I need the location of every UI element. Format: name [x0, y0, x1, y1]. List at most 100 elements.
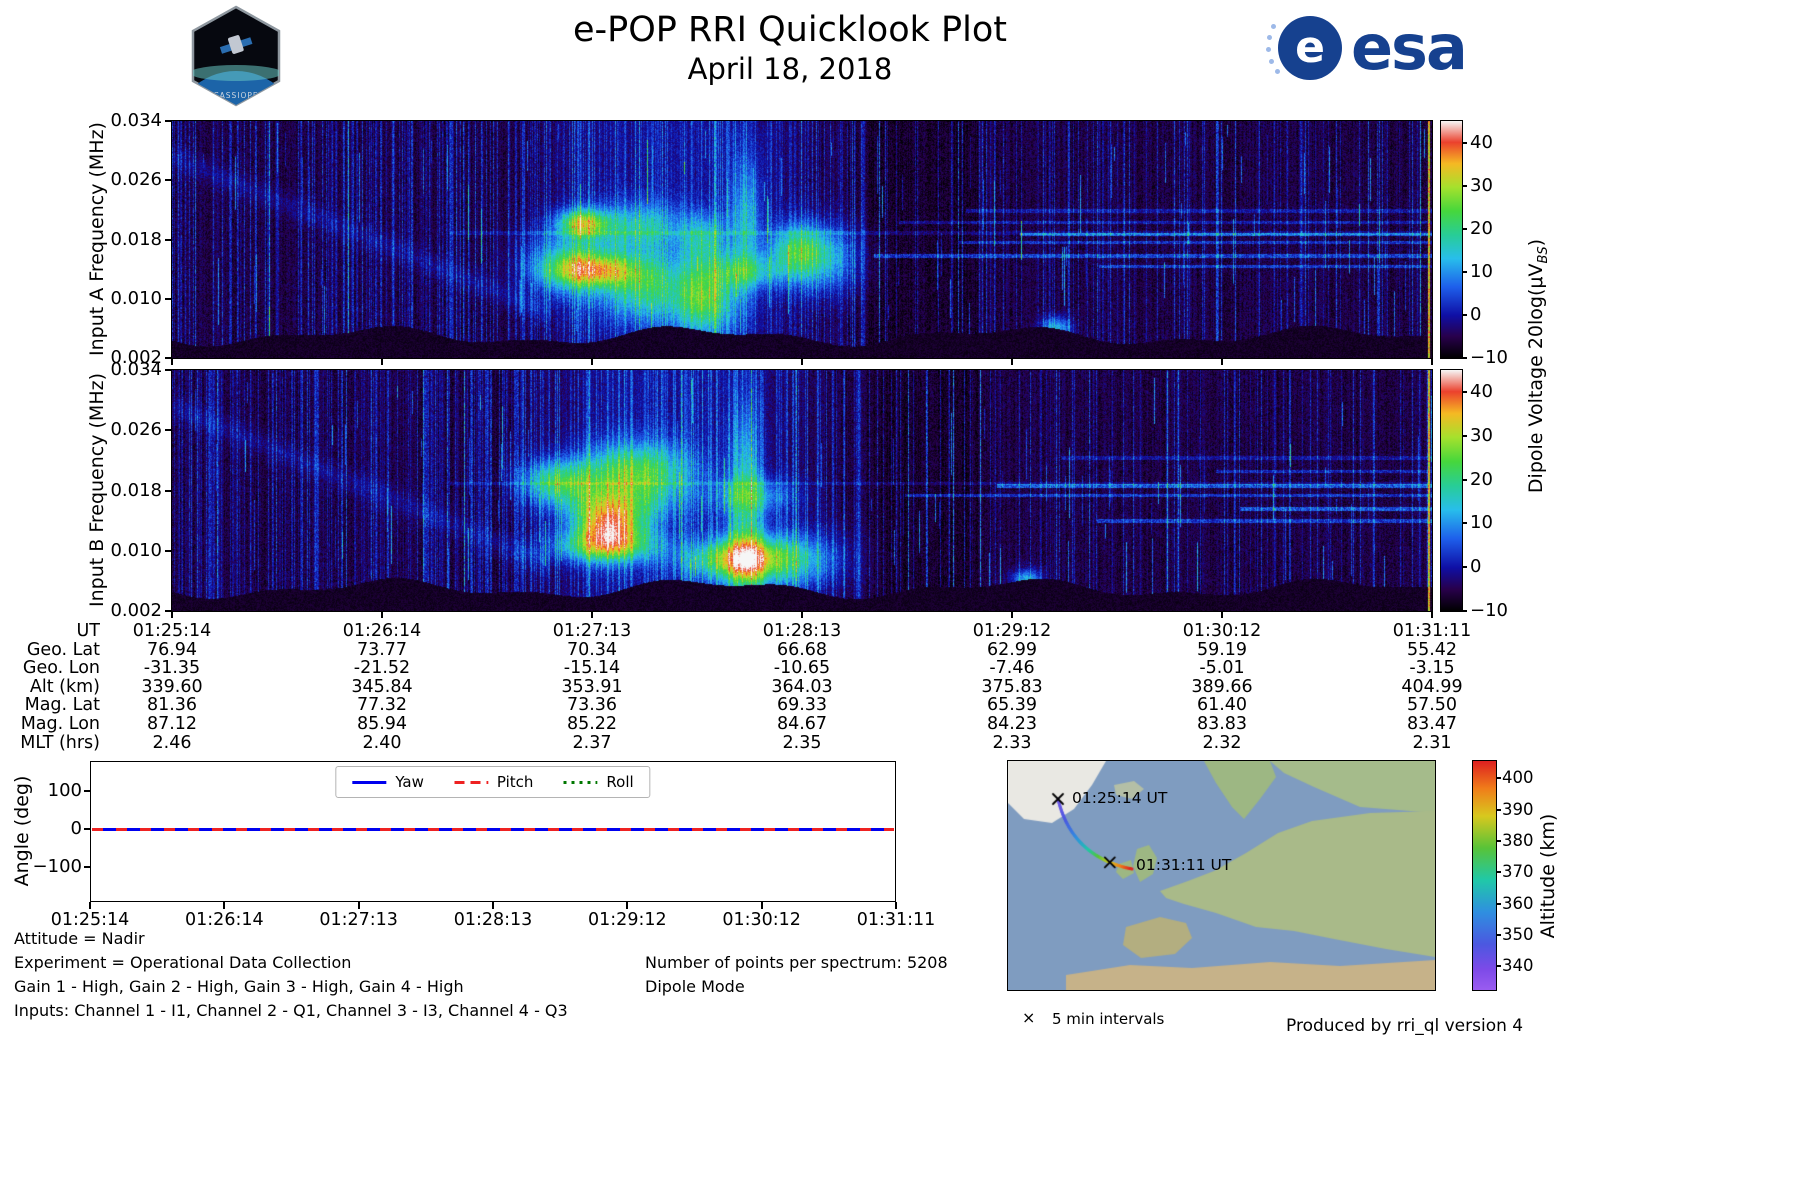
angle-xtick-label: 01:28:13 [453, 910, 533, 930]
spec-a-xtick-mark [1431, 359, 1433, 365]
spec-b-cbtick-label: −10 [1470, 600, 1508, 621]
spec-b-xtick-mark [1431, 612, 1433, 618]
spec-a-ytick-mark [165, 357, 172, 359]
spec-a-cbtick-mark [1462, 357, 1467, 359]
points-per-spectrum-note: Number of points per spectrum: 5208 [645, 953, 948, 972]
map-cbtick-label: 370 [1502, 862, 1534, 882]
patch-horizon-glow [193, 65, 279, 81]
spec-b-cbtick-mark [1462, 522, 1467, 525]
spec-a-ytick-mark [165, 120, 172, 122]
angle-ytick-label: 100 [47, 780, 82, 801]
pitch-label: Pitch [496, 773, 534, 791]
angle-xtick-mark [89, 902, 91, 909]
spec-b-cbtick-mark [1462, 610, 1467, 612]
spec-b-cbtick-label: 0 [1470, 556, 1482, 578]
spec-a-cbtick-label: 0 [1470, 303, 1482, 325]
esa-logo-icon: e [1271, 16, 1342, 80]
spec-b-ytick-label: 0.034 [110, 359, 162, 380]
legend-item-pitch: Pitch [453, 773, 534, 791]
spec-a-cbtick-mark [1462, 141, 1467, 144]
spec-b-cbtick-label: 40 [1470, 380, 1493, 402]
map-cbtick-label: 390 [1502, 799, 1534, 819]
roll-label: Roll [606, 773, 634, 791]
spec-b-ytick-mark [165, 610, 172, 612]
spec-b-cbtick-label: 20 [1470, 468, 1493, 490]
spec-a-ytick-label: 0.010 [110, 287, 162, 309]
interval-note: 5 min intervals [1052, 1010, 1165, 1028]
spectrogram-a-canvas [171, 120, 1433, 359]
angle-ytick-mark [84, 866, 90, 868]
map-cbtick-label: 350 [1502, 925, 1534, 945]
spec-a-cbtick-label: 20 [1470, 217, 1493, 239]
colorbar-label-subscript: BS [1535, 246, 1551, 264]
spec-b-cbtick-mark [1462, 390, 1467, 393]
angle-xtick-label: 01:27:13 [319, 910, 398, 930]
spec-b-xtick-mark [591, 612, 593, 618]
yaw-line-sample [352, 780, 387, 784]
spec-a-cbtick-label: 40 [1470, 131, 1493, 153]
spec-a-cbtick-label: 10 [1470, 260, 1493, 282]
ephemeris-column-4: 01:29:12 62.99 -7.46 375.83 65.39 84.23 2.33 [972, 621, 1052, 753]
map-cbtick-label: 360 [1502, 893, 1534, 913]
spec-b-xtick-mark [171, 612, 173, 618]
yaw-label: Yaw [395, 773, 424, 791]
spec-b-xtick-mark [1221, 612, 1223, 618]
angle-xtick-mark [626, 902, 629, 909]
spec-b-xtick-mark [1011, 612, 1013, 618]
spec-a-ytick-label: 0.018 [110, 228, 162, 250]
map-cbtick-label: 380 [1502, 830, 1534, 850]
angle-xtick-mark [492, 902, 494, 909]
experiment-note: Experiment = Operational Data Collection [14, 953, 352, 972]
spec-b-ytick-label: 0.026 [110, 419, 162, 441]
angle-xtick-mark [895, 902, 897, 909]
spec-b-xtick-mark [381, 612, 383, 618]
angle-plot-box: Yaw Pitch Roll [90, 761, 896, 902]
angle-xtick-label: 01:26:14 [185, 910, 264, 930]
spec-b-xtick-mark [801, 612, 803, 618]
map-cbtick-mark [1496, 871, 1501, 874]
esa-wordmark: esa [1351, 11, 1468, 84]
esa-logo-e: e [1295, 22, 1325, 73]
dipole-mode-note: Dipole Mode [645, 977, 745, 996]
colorbar-label-text: Dipole Voltage 20log(μV [1525, 263, 1548, 494]
spec-b-cbtick-mark [1462, 566, 1467, 569]
spectrogram-b-canvas [171, 369, 1433, 612]
spec-b-ytick-mark [165, 429, 172, 432]
spec-b-ytick-label: 0.018 [110, 479, 162, 501]
angle-ytick-label: 0 [70, 818, 82, 839]
map-cbtick-label: 340 [1502, 956, 1534, 976]
angle-xtick-mark [760, 902, 763, 909]
angle-xtick-label: 01:31:11 [856, 910, 936, 930]
spec-a-cbtick-label: 30 [1470, 174, 1493, 196]
ephemeris-column-6: 01:31:11 55.42 -3.15 404.99 57.50 83.47 2.31 [1392, 621, 1472, 753]
angle-ytick-mark [84, 828, 90, 830]
angle-xtick-mark [223, 902, 226, 909]
spec-a-cbtick-mark [1462, 227, 1467, 230]
interval-x-marker: × [1022, 1008, 1036, 1027]
pitch-line-sample [453, 780, 488, 784]
angle-xtick-label: 01:29:12 [588, 910, 667, 930]
patch-mission-name: CASSIOPE [213, 91, 258, 100]
colorbar-b [1440, 369, 1463, 612]
map-cbtick-mark [1496, 808, 1501, 811]
mission-patch: CASSIOPE [191, 5, 281, 107]
spec-a-xtick-mark [381, 359, 383, 365]
spec-a-cbtick-mark [1462, 313, 1467, 316]
spec-a-ytick-mark [165, 238, 172, 241]
map-cbtick-mark [1496, 777, 1501, 780]
spec-a-xtick-mark [1011, 359, 1013, 365]
angle-xtick-label: 01:30:12 [722, 910, 801, 930]
spec-a-ytick-label: 0.002 [110, 347, 162, 368]
spec-b-ytick-label: 0.002 [110, 600, 162, 621]
spec-a-xtick-mark [591, 359, 593, 365]
altitude-colorbar [1472, 760, 1497, 991]
ephemeris-column-3: 01:28:13 66.68 -10.65 364.03 69.33 84.67 2.35 [762, 621, 842, 753]
map-cbtick-mark [1496, 839, 1501, 842]
ephemeris-column-0: 01:25:14 76.94 -31.35 339.60 81.36 87.12 2.46 [132, 621, 212, 753]
credit-note: Produced by rri_ql version 4 [1286, 1016, 1524, 1036]
map-cbtick-mark [1496, 934, 1501, 937]
angle-ytick-label: −100 [32, 856, 82, 877]
map-cbtick-mark [1496, 965, 1501, 968]
spec-a-cbtick-mark [1462, 270, 1467, 273]
